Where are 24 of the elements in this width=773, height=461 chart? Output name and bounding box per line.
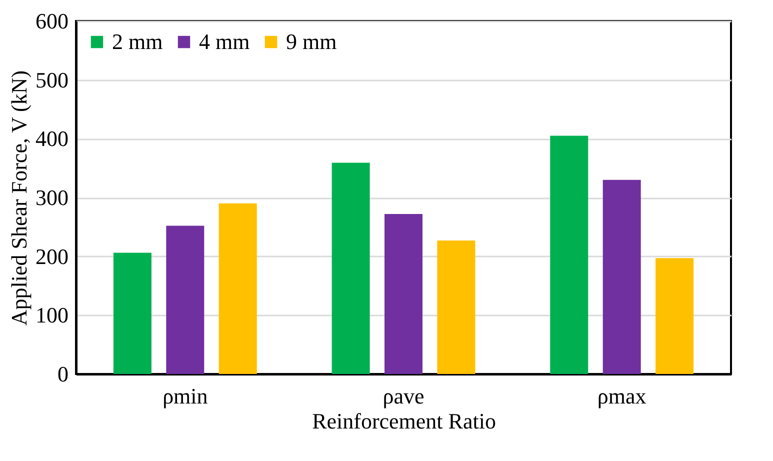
- bar: [602, 180, 641, 374]
- x-tick-label: ρave: [382, 384, 424, 408]
- y-axis-title: Applied Shear Force, V (kN): [6, 70, 32, 326]
- bar: [384, 214, 422, 374]
- y-tick-label: 400: [36, 126, 68, 152]
- bar: [437, 240, 476, 374]
- bar: [332, 162, 370, 374]
- legend-label: 9 mm: [286, 29, 337, 54]
- y-tick-label: 100: [36, 302, 68, 328]
- bar: [656, 258, 694, 374]
- bar: [166, 226, 204, 374]
- legend-label: 4 mm: [199, 29, 250, 54]
- bar: [218, 203, 257, 374]
- y-tick-label: 300: [36, 185, 68, 210]
- bar: [550, 136, 588, 374]
- y-tick-label: 200: [36, 244, 68, 269]
- y-tick-label: 0: [58, 362, 68, 386]
- x-axis-title: Reinforcement Ratio: [312, 408, 496, 434]
- y-tick-label: 600: [36, 8, 68, 34]
- bar: [113, 252, 152, 374]
- x-tick-label: ρmin: [162, 384, 208, 408]
- legend-label: 2 mm: [112, 29, 163, 54]
- y-tick-label: 500: [36, 67, 68, 92]
- x-tick-label: ρmax: [597, 384, 646, 408]
